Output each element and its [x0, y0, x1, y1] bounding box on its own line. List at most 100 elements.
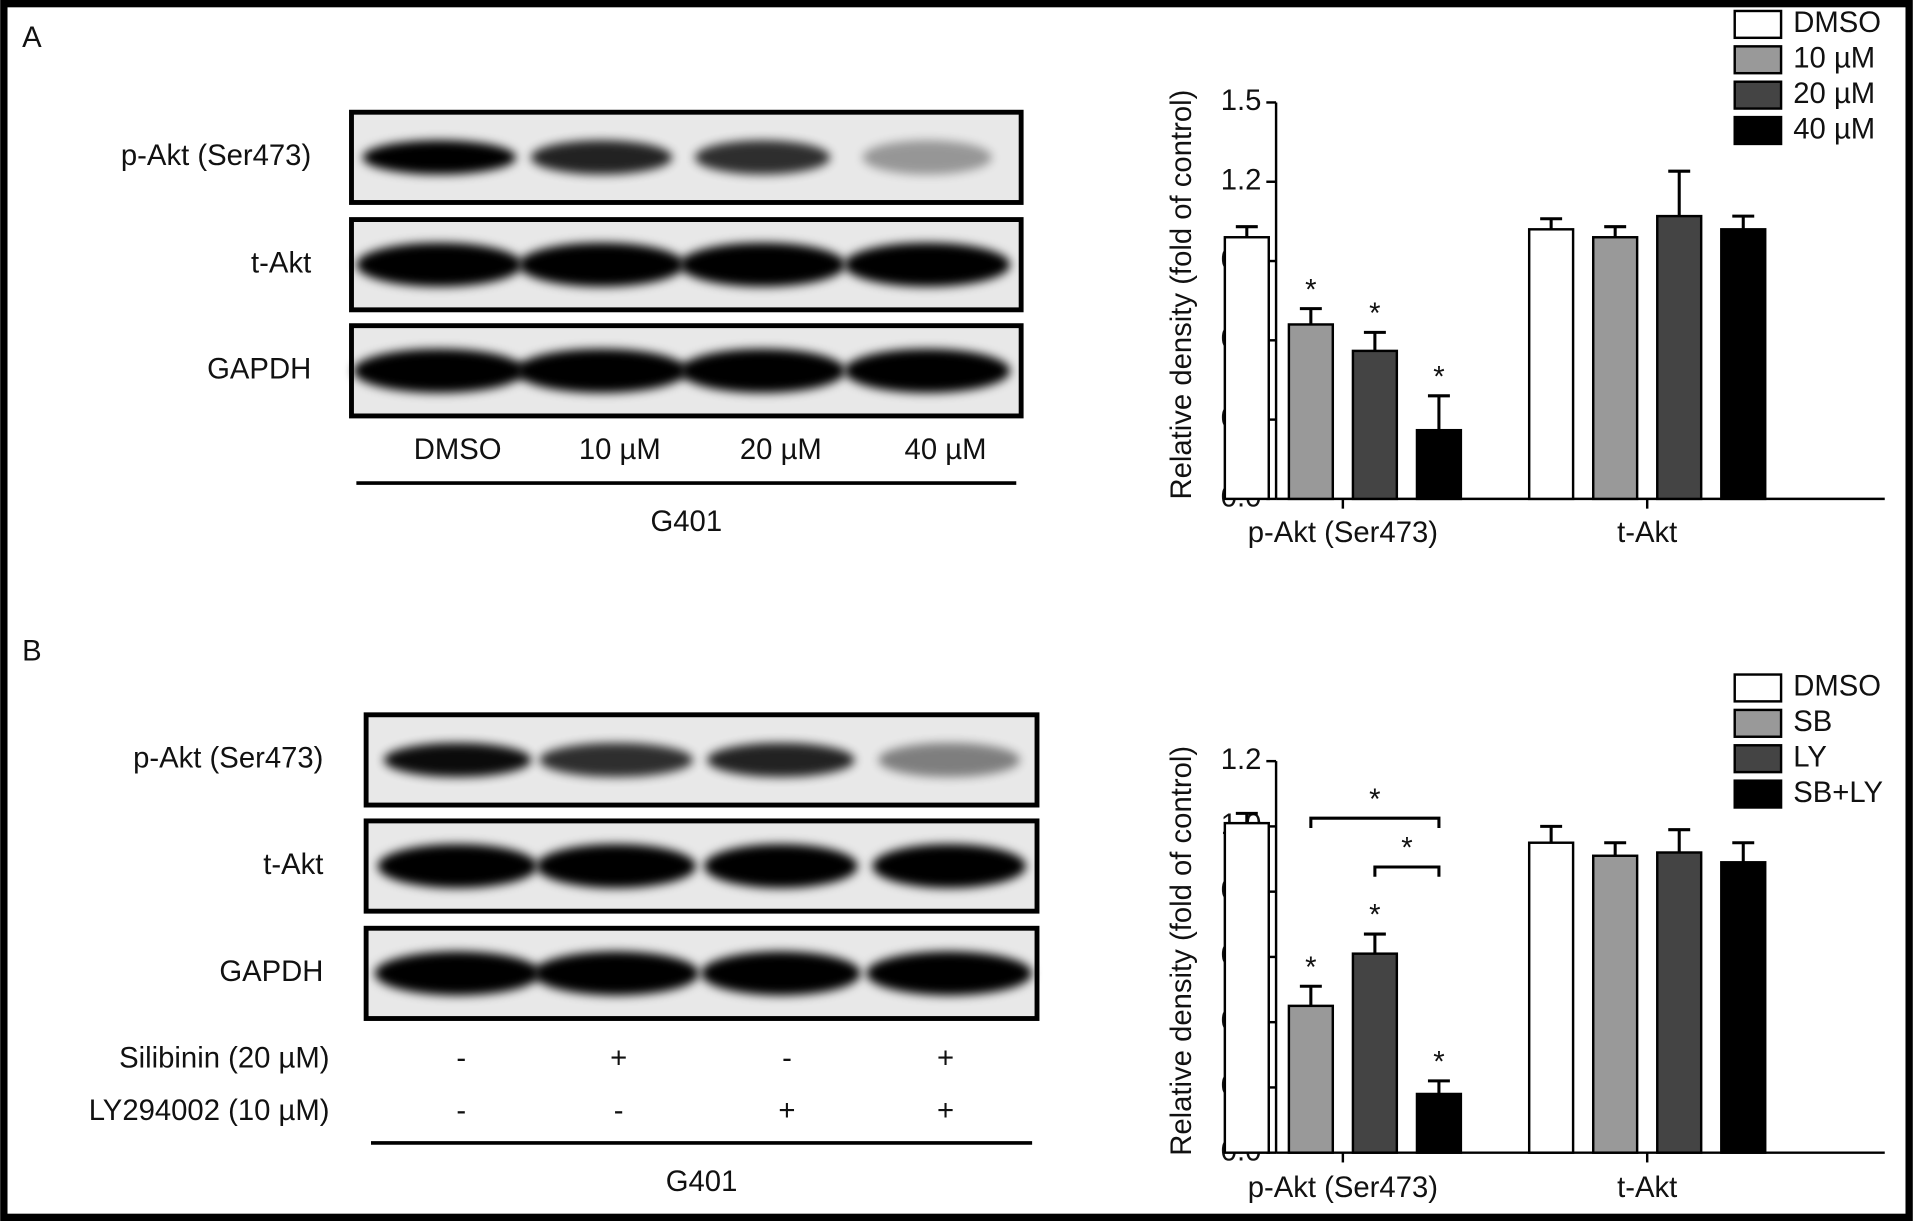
error-bar	[1668, 828, 1691, 853]
treatment-sign: +	[778, 1095, 795, 1127]
error-bar	[1299, 307, 1322, 325]
legend-label: LY	[1793, 741, 1827, 773]
bar	[1287, 1004, 1335, 1154]
legend-swatch	[1733, 673, 1783, 703]
treatment-sign: -	[456, 1095, 466, 1127]
error-bar	[1235, 811, 1258, 824]
bar	[1527, 841, 1575, 1154]
bar	[1223, 821, 1270, 1154]
treatment-sign: -	[614, 1095, 624, 1127]
y-tick-label: 1.2	[1221, 744, 1262, 776]
band	[844, 348, 1011, 393]
legend-swatch	[1733, 708, 1783, 738]
legend-label: 40 µM	[1793, 113, 1875, 145]
bar	[1527, 228, 1575, 501]
blot-row-label: t-Akt	[251, 247, 311, 279]
error-bar	[1540, 824, 1563, 843]
error-bar	[1427, 1079, 1450, 1094]
band	[362, 140, 517, 175]
significance: *	[1305, 952, 1316, 984]
error-bar	[1427, 394, 1450, 431]
band	[700, 951, 861, 996]
legend-swatch	[1733, 115, 1783, 146]
bar	[1592, 854, 1639, 1154]
treatment-sign: -	[456, 1043, 466, 1075]
error-bar	[1732, 841, 1755, 863]
treatment-label: LY294002 (10 µM)	[89, 1095, 330, 1127]
lane-label: DMSO	[414, 434, 502, 466]
error-bar	[1363, 932, 1386, 954]
band	[707, 742, 855, 777]
y-tick-label: 1.5	[1221, 85, 1262, 117]
band	[844, 242, 1011, 287]
lane-label: 40 µM	[905, 434, 987, 466]
bar	[1287, 323, 1335, 501]
legend-swatch	[1733, 744, 1783, 774]
bar	[1351, 349, 1399, 501]
band	[872, 844, 1027, 888]
legend-swatch	[1733, 80, 1783, 110]
legend-swatch	[1733, 9, 1783, 40]
band	[536, 844, 697, 888]
bar	[1720, 228, 1767, 501]
blot-row-label: p-Akt (Ser473)	[121, 140, 311, 172]
panel-label: A	[22, 22, 42, 54]
x-tick-label: p-Akt (Ser473)	[1248, 1172, 1438, 1204]
bracket-label: *	[1401, 833, 1412, 865]
blot-row-label: t-Akt	[263, 849, 323, 881]
blot-row-label: GAPDH	[207, 354, 311, 386]
band	[539, 742, 694, 777]
legend-label: SB+LY	[1793, 777, 1883, 809]
y-tick-label: 1.2	[1221, 164, 1262, 196]
band	[518, 242, 685, 287]
legend-label: DMSO	[1793, 7, 1881, 39]
error-bar	[1235, 225, 1258, 238]
significance: *	[1305, 274, 1316, 306]
bar	[1223, 236, 1270, 501]
treatment-sign: +	[937, 1043, 954, 1075]
band	[866, 951, 1033, 996]
bar	[1415, 1092, 1463, 1154]
band	[383, 742, 532, 777]
band	[878, 742, 1020, 777]
cell-line-label: G401	[666, 1166, 738, 1198]
band	[515, 348, 688, 393]
x-tick-label: t-Akt	[1617, 517, 1677, 549]
treatment-label: Silibinin (20 µM)	[119, 1043, 329, 1075]
bar	[1656, 851, 1703, 1154]
bracket-label: *	[1369, 784, 1380, 816]
band	[679, 242, 846, 287]
band	[530, 140, 673, 175]
significance-bracket	[1309, 816, 1441, 828]
significance: *	[1369, 900, 1380, 932]
legend-label: SB	[1793, 706, 1832, 738]
band	[377, 844, 538, 888]
band	[374, 951, 541, 996]
band	[356, 242, 523, 287]
significance-bracket	[1373, 865, 1441, 877]
band	[679, 348, 846, 393]
bar	[1720, 861, 1767, 1154]
legend-label: 20 µM	[1793, 78, 1875, 110]
band	[533, 951, 700, 996]
legend-swatch	[1733, 779, 1783, 809]
significance: *	[1433, 361, 1444, 393]
significance: *	[1433, 1047, 1444, 1079]
y-axis-label: Relative density (fold of control)	[1166, 90, 1198, 500]
legend-swatch	[1733, 45, 1783, 75]
error-bar	[1604, 841, 1627, 856]
blot-row-label: p-Akt (Ser473)	[133, 743, 323, 775]
error-bar	[1668, 169, 1691, 217]
bar	[1351, 952, 1399, 1154]
panel-label: B	[22, 635, 42, 667]
legend-label: 10 µM	[1793, 43, 1875, 75]
lane-label: 20 µM	[740, 434, 822, 466]
blot-row-label: GAPDH	[219, 956, 323, 988]
treatment-sign: -	[782, 1043, 792, 1075]
bar	[1656, 214, 1703, 501]
error-bar	[1363, 330, 1386, 351]
legend-label: DMSO	[1793, 671, 1881, 703]
band	[704, 844, 858, 888]
treatment-sign: +	[610, 1043, 627, 1075]
error-bar	[1732, 214, 1755, 230]
